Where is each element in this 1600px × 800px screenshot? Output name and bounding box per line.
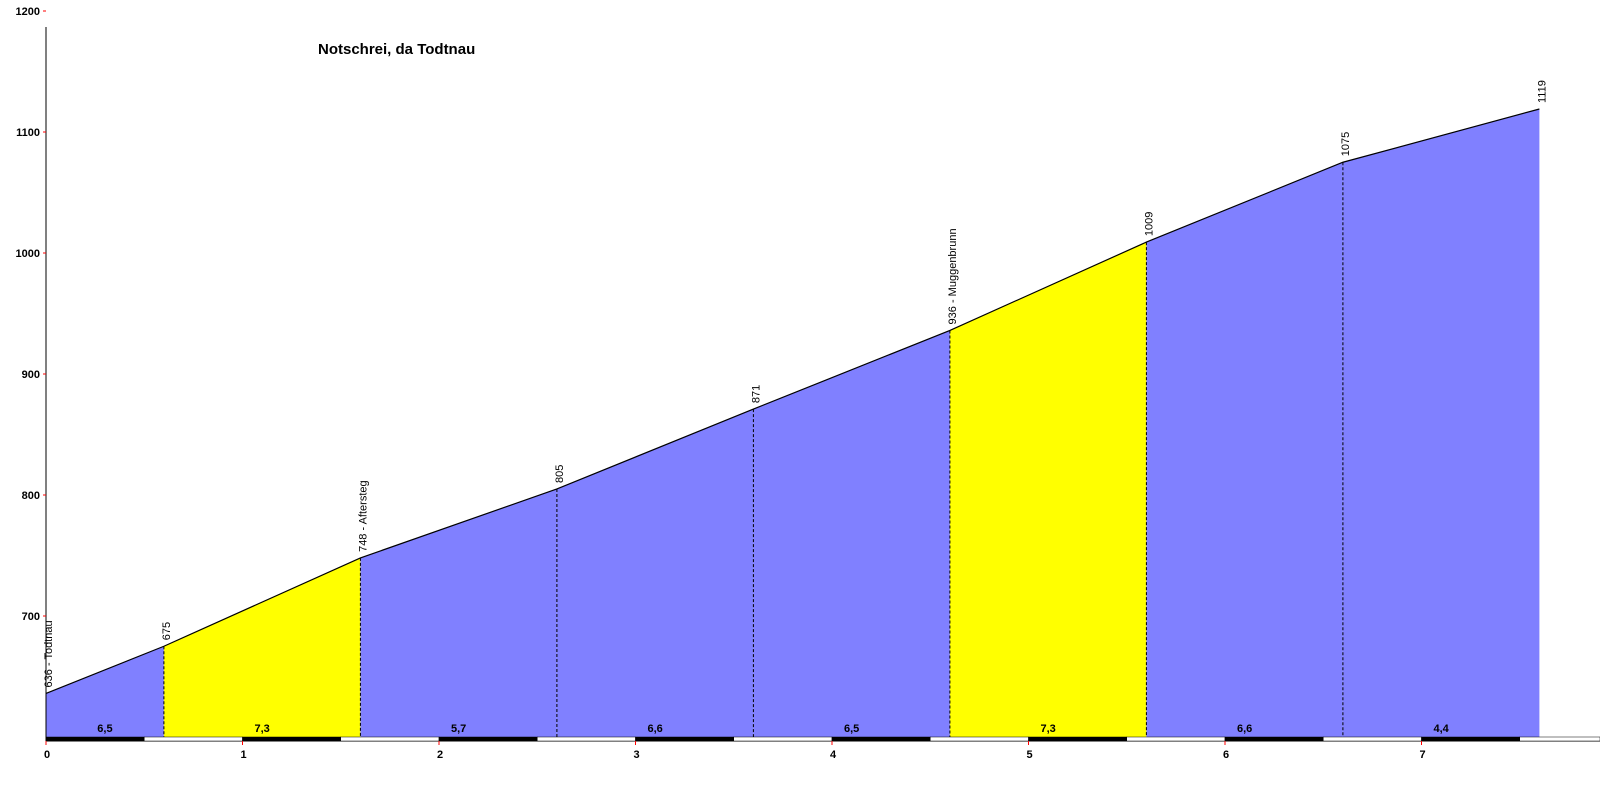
segment-area [46,646,164,737]
grade-label: 4,4 [1434,723,1450,735]
point-label: 748 - Aftersteg [357,480,369,552]
y-tick-label: 1200 [16,6,40,18]
point-label: 936 - Muggenbrunn [947,228,959,324]
point-label: 1075 [1340,132,1352,156]
x-tick-label: 2 [437,749,443,761]
y-axis-ticks: 700 800 900 1000 1100 1200 [16,6,46,623]
grade-label: 6,5 [97,723,112,735]
segment-area [163,557,361,737]
scale-bar-block [537,736,636,742]
scale-bar-block [930,736,1029,742]
grade-label: 6,6 [1237,723,1252,735]
scale-bar-block [1126,736,1226,742]
point-label: 675 [161,622,173,640]
x-tick-label: 7 [1419,749,1425,761]
scale-bar-block [831,736,931,742]
point-label: 1119 [1536,80,1548,103]
y-tick-label: 700 [22,611,40,623]
scale-bar-block [1519,736,1600,742]
scale-bar-block [340,736,440,742]
segment-area [556,409,754,737]
x-tick-label: 0 [44,749,50,761]
chart-title: Notschrei, da Todtnau [318,41,475,58]
point-label: 636 - Todtnau [43,620,55,687]
scale-bar-block [1224,736,1324,742]
grade-label: 7,3 [255,723,270,735]
segment-area [753,330,950,737]
segment-area [949,242,1147,738]
grade-labels: 6,5 7,3 5,7 6,6 6,5 7,3 6,6 4,4 [97,723,1449,735]
grade-label: 7,3 [1041,723,1056,735]
x-tick-label: 4 [830,749,837,761]
point-labels: 636 - Todtnau 675 748 - Aftersteg 805 871 936… [43,80,1548,687]
segment-dividers [163,162,1344,737]
scale-bar-block [1421,736,1520,742]
km-scale-bar [45,736,1600,742]
profile-outline [45,108,1540,694]
x-tick-label: 5 [1026,749,1032,761]
scale-bar-block [733,736,833,742]
profile-line [45,108,1540,694]
grade-label: 6,6 [648,723,663,735]
point-label: 1009 [1143,212,1155,236]
x-tick-label: 3 [633,749,639,761]
y-tick-label: 1000 [16,248,40,260]
scale-bar-block [144,736,243,742]
y-tick-label: 1100 [16,127,40,139]
point-label: 871 [750,385,762,403]
scale-bar-block [635,736,734,742]
x-tick-label: 6 [1223,749,1229,761]
profile-segments [46,109,1540,738]
scale-bar-block [1323,736,1422,742]
point-label: 805 [554,465,566,483]
scale-bar-block [45,736,145,742]
segment-area [360,488,557,737]
scale-bar-block [438,736,538,742]
grade-label: 6,5 [844,723,859,735]
x-tick-label: 1 [240,749,246,761]
y-tick-label: 900 [22,369,40,381]
x-axis-ticks: 0 1 2 3 4 5 6 7 [44,741,1426,761]
scale-bar-block [242,736,341,742]
segment-area [1146,162,1343,737]
segment-area [1342,109,1540,737]
scale-bar-block [1028,736,1127,742]
y-tick-label: 800 [22,490,40,502]
grade-label: 5,7 [451,723,466,735]
